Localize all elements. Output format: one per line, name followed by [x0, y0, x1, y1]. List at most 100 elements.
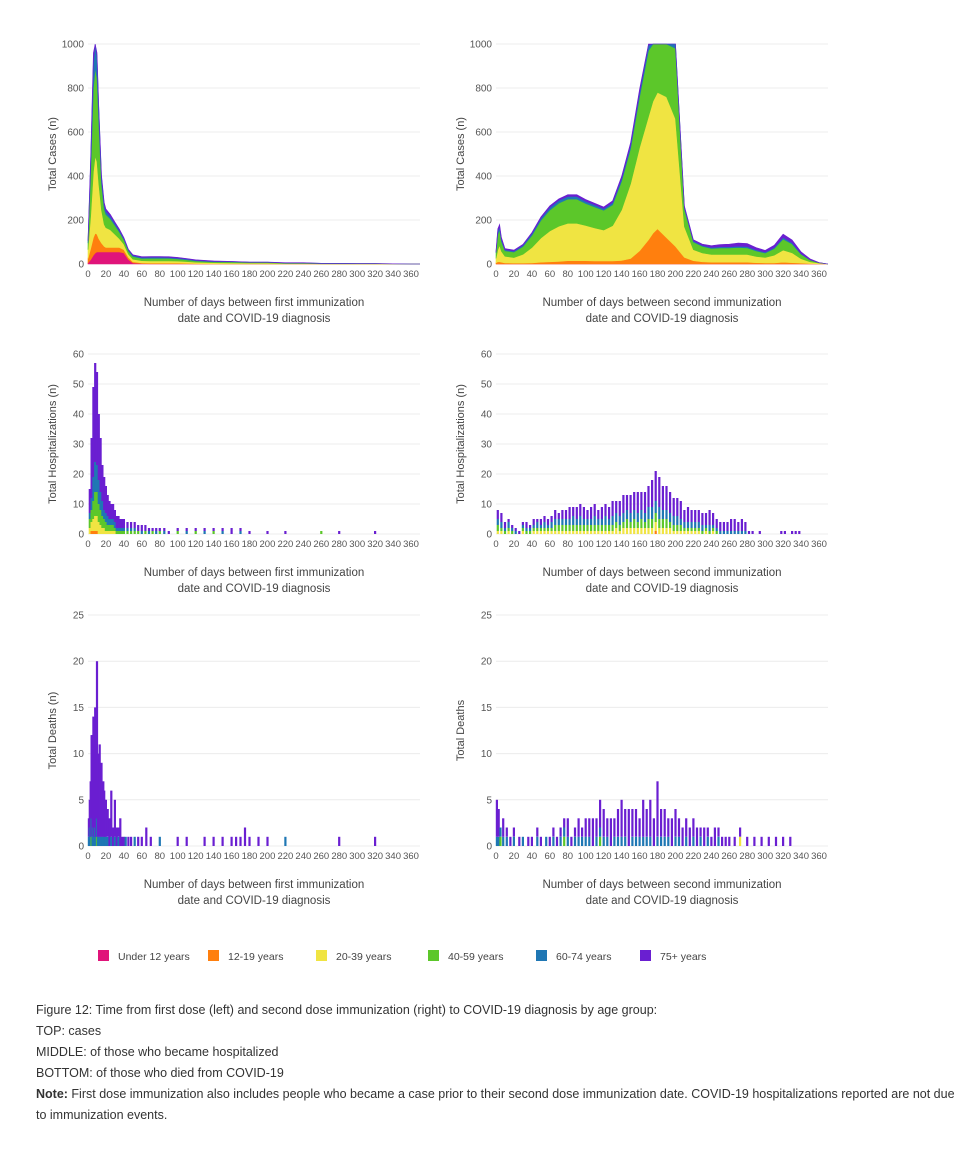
- x-tick-label: 40: [527, 269, 538, 280]
- bar: [140, 531, 143, 534]
- y-tick-label: 20: [481, 657, 493, 668]
- bar: [679, 501, 682, 519]
- bar: [579, 516, 582, 525]
- bar: [155, 531, 158, 534]
- bar: [798, 531, 801, 534]
- x-tick-label: 40: [119, 851, 130, 862]
- bar: [658, 528, 661, 534]
- bar: [670, 818, 673, 846]
- bar: [106, 836, 109, 846]
- bar: [117, 836, 120, 846]
- bar: [636, 528, 639, 534]
- bar: [115, 516, 118, 528]
- bar: [137, 525, 140, 531]
- bar: [572, 531, 575, 534]
- bar: [568, 519, 571, 525]
- x-tick-label: 340: [385, 851, 401, 862]
- y-tick-label: 0: [78, 842, 84, 853]
- x-tick-label: 160: [632, 539, 648, 550]
- bar: [597, 525, 600, 531]
- bar: [606, 818, 609, 837]
- bar: [257, 836, 260, 846]
- bar: [649, 836, 652, 846]
- bar: [566, 818, 569, 837]
- x-tick-label: 200: [260, 539, 276, 550]
- bar: [543, 531, 546, 534]
- bar: [110, 531, 113, 534]
- chart-panel-5: 0 5 10 15 20 25 0 20 40 60 80 100 120 140 160 180 200 220…: [47, 611, 420, 907]
- bar: [624, 836, 627, 846]
- bar: [536, 522, 539, 528]
- chart-panel-1: 0 200 400 600 800 1000 0 20 40 60 80 100 120 140 160 18…: [47, 40, 420, 325]
- bar: [521, 531, 524, 534]
- bar: [212, 836, 215, 846]
- x-tick-label: 160: [224, 851, 240, 862]
- bar: [739, 827, 742, 837]
- bar: [706, 827, 709, 837]
- bar: [645, 809, 648, 837]
- bar: [674, 836, 677, 846]
- bar: [694, 510, 697, 522]
- bar: [532, 528, 535, 531]
- x-tick-label: 0: [85, 539, 90, 550]
- bar: [507, 519, 510, 522]
- bar: [100, 762, 103, 837]
- bar: [500, 528, 503, 531]
- bar: [95, 531, 99, 534]
- x-tick-label: 260: [721, 851, 737, 862]
- x-tick-label: 240: [295, 851, 311, 862]
- bar: [554, 531, 557, 534]
- bar: [564, 531, 568, 534]
- x-tick-label: 120: [596, 539, 612, 550]
- bar: [690, 510, 693, 522]
- bar: [570, 836, 573, 846]
- legend-item: 75+ years: [640, 950, 706, 963]
- x-axis-title-line-1: Number of days between second immunizati…: [542, 567, 781, 579]
- bar: [507, 522, 510, 528]
- bar: [511, 528, 514, 531]
- x-tick-label: 200: [260, 269, 276, 280]
- x-axis-title-line-2: date and COVID-19 diagnosis: [178, 313, 331, 325]
- x-axis-title-line-1: Number of days between second immunizati…: [542, 297, 781, 309]
- x-tick-label: 220: [685, 269, 701, 280]
- x-tick-label: 60: [545, 269, 556, 280]
- bar: [686, 528, 690, 531]
- bar: [677, 836, 681, 846]
- bar: [733, 836, 736, 846]
- bar: [112, 531, 115, 534]
- bar: [167, 531, 170, 534]
- bar: [658, 477, 661, 507]
- chart-panel-4: 0 10 20 30 40 50 60 0 20 40 60 80 100 120 140 160 180 200…: [455, 350, 828, 595]
- x-tick-label: 60: [137, 539, 148, 550]
- x-tick-label: 120: [188, 539, 204, 550]
- bar: [110, 504, 113, 519]
- bar: [584, 836, 587, 846]
- y-tick-label: 50: [481, 380, 493, 391]
- bar: [194, 528, 197, 531]
- bar: [719, 522, 722, 531]
- bar: [133, 522, 136, 528]
- y-tick-label: 10: [481, 749, 493, 760]
- bar: [140, 836, 143, 846]
- bar: [130, 522, 133, 528]
- bar: [683, 528, 686, 531]
- bar: [651, 528, 654, 534]
- bar: [654, 501, 657, 513]
- x-tick-label: 160: [224, 539, 240, 550]
- bar: [683, 522, 686, 528]
- bar: [104, 836, 107, 846]
- bar: [110, 836, 113, 846]
- bar: [130, 528, 133, 531]
- bar: [608, 519, 611, 525]
- x-tick-label: 240: [703, 539, 719, 550]
- bar: [739, 836, 742, 846]
- plot-area: [495, 781, 792, 846]
- bar: [113, 510, 116, 522]
- area-series-3: [87, 156, 420, 265]
- y-tick-label: 40: [73, 410, 85, 421]
- y-axis-title: Total Deaths (n): [47, 692, 59, 770]
- y-tick-label: 10: [73, 500, 85, 511]
- x-tick-label: 300: [349, 539, 365, 550]
- bar: [112, 519, 115, 525]
- bar: [640, 492, 643, 510]
